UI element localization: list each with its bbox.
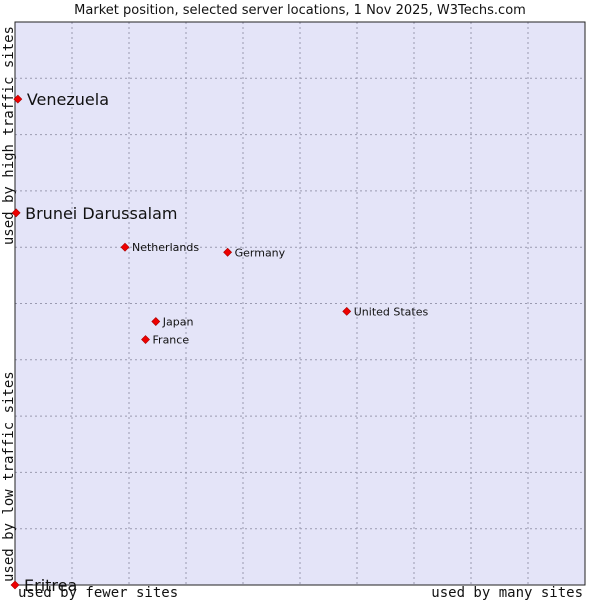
point-marker-united-states <box>342 306 352 316</box>
y-axis-label-bottom: used by low traffic sites <box>1 371 17 582</box>
plot-border <box>14 21 586 586</box>
x-axis-label-right: used by many sites <box>431 585 583 600</box>
y-axis-label-top: used by high traffic sites <box>1 26 17 245</box>
point-label-venezuela: Venezuela <box>27 90 109 109</box>
point-marker-france <box>141 335 150 344</box>
point-label-japan: Japan <box>162 316 194 329</box>
point-marker-japan <box>151 317 161 326</box>
point-marker-brunei-darussalam <box>11 208 21 218</box>
data-points: Venezuela Brunei Darussalam Netherlands Ger… <box>10 90 429 595</box>
point-label-france: France <box>153 334 190 347</box>
point-label-germany: Germany <box>235 246 286 259</box>
point-label-brunei-darussalam: Brunei Darussalam <box>25 204 177 223</box>
point-marker-netherlands <box>120 242 130 252</box>
point-label-eritrea: Eritrea <box>24 576 77 595</box>
point-label-netherlands: Netherlands <box>132 241 199 254</box>
point-marker-germany <box>223 247 233 257</box>
chart-title: Market position, selected server locatio… <box>74 3 526 18</box>
point-label-united-states: United States <box>354 305 429 318</box>
point-marker-eritrea <box>10 580 20 590</box>
x-axis-label-left: used by fewer sites <box>18 585 178 600</box>
grid-lines <box>15 22 585 585</box>
point-marker-venezuela <box>13 94 23 104</box>
